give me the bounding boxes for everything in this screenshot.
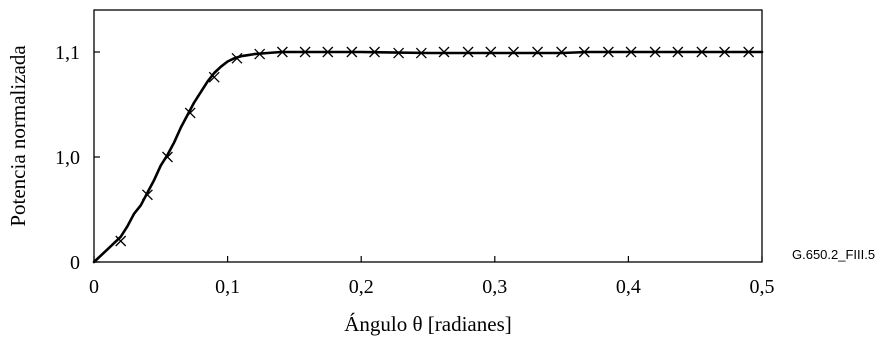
tick-labels: 0 0,1 0,2 0,3 0,4 0,5 0 1,0 1,1 — [55, 42, 775, 298]
y-axis-title: Potencia normalizada — [6, 45, 30, 227]
data-point-x-marker — [346, 46, 358, 58]
data-point-x-marker — [462, 46, 474, 58]
y-tick-label: 0 — [70, 252, 80, 274]
y-tick-label: 1,1 — [55, 42, 80, 64]
x-axis-title: Ángulo θ [radianes] — [344, 312, 512, 336]
data-point-x-marker — [369, 46, 381, 58]
data-point-x-marker — [299, 46, 311, 58]
data-point-x-marker — [719, 46, 731, 58]
data-point-x-marker — [208, 71, 220, 83]
data-point-x-marker — [508, 46, 519, 58]
data-point-x-marker — [141, 189, 153, 201]
data-point-x-marker — [532, 46, 544, 58]
data-point-x-marker — [231, 52, 243, 64]
data-point-x-marker — [162, 151, 173, 163]
data-point-x-marker — [485, 46, 497, 58]
x-tick-label: 0,2 — [349, 276, 374, 298]
y-tick-label: 1,0 — [55, 147, 80, 169]
data-point-x-marker — [696, 46, 708, 58]
data-point-x-marker — [672, 46, 684, 58]
data-point-x-marker — [184, 107, 196, 119]
data-point-x-marker — [322, 46, 334, 58]
data-point-x-marker — [254, 48, 266, 60]
x-tick-label: 0,1 — [215, 276, 240, 298]
data-point-x-marker — [578, 46, 590, 58]
series-layer — [92, 46, 764, 264]
data-point-x-marker — [602, 46, 614, 58]
data-point-x-marker — [556, 46, 568, 58]
series-line — [92, 50, 764, 264]
data-point-x-marker — [649, 46, 661, 58]
data-point-x-marker — [438, 46, 450, 58]
data-point-x-marker — [276, 46, 288, 58]
x-tick-label: 0,3 — [482, 276, 507, 298]
x-tick-label: 0,5 — [750, 276, 775, 298]
axis-ticks — [93, 51, 763, 263]
x-tick-label: 0,4 — [616, 276, 641, 298]
x-tick-label: 0 — [89, 276, 99, 298]
data-point-x-marker — [415, 47, 427, 59]
data-point-x-marker — [743, 46, 755, 58]
data-point-x-marker — [115, 235, 127, 247]
plot-frame — [93, 9, 763, 263]
data-point-x-marker — [625, 46, 637, 58]
figure-id-label: G.650.2_FIII.5 — [792, 247, 876, 262]
data-point-x-marker — [393, 47, 405, 59]
